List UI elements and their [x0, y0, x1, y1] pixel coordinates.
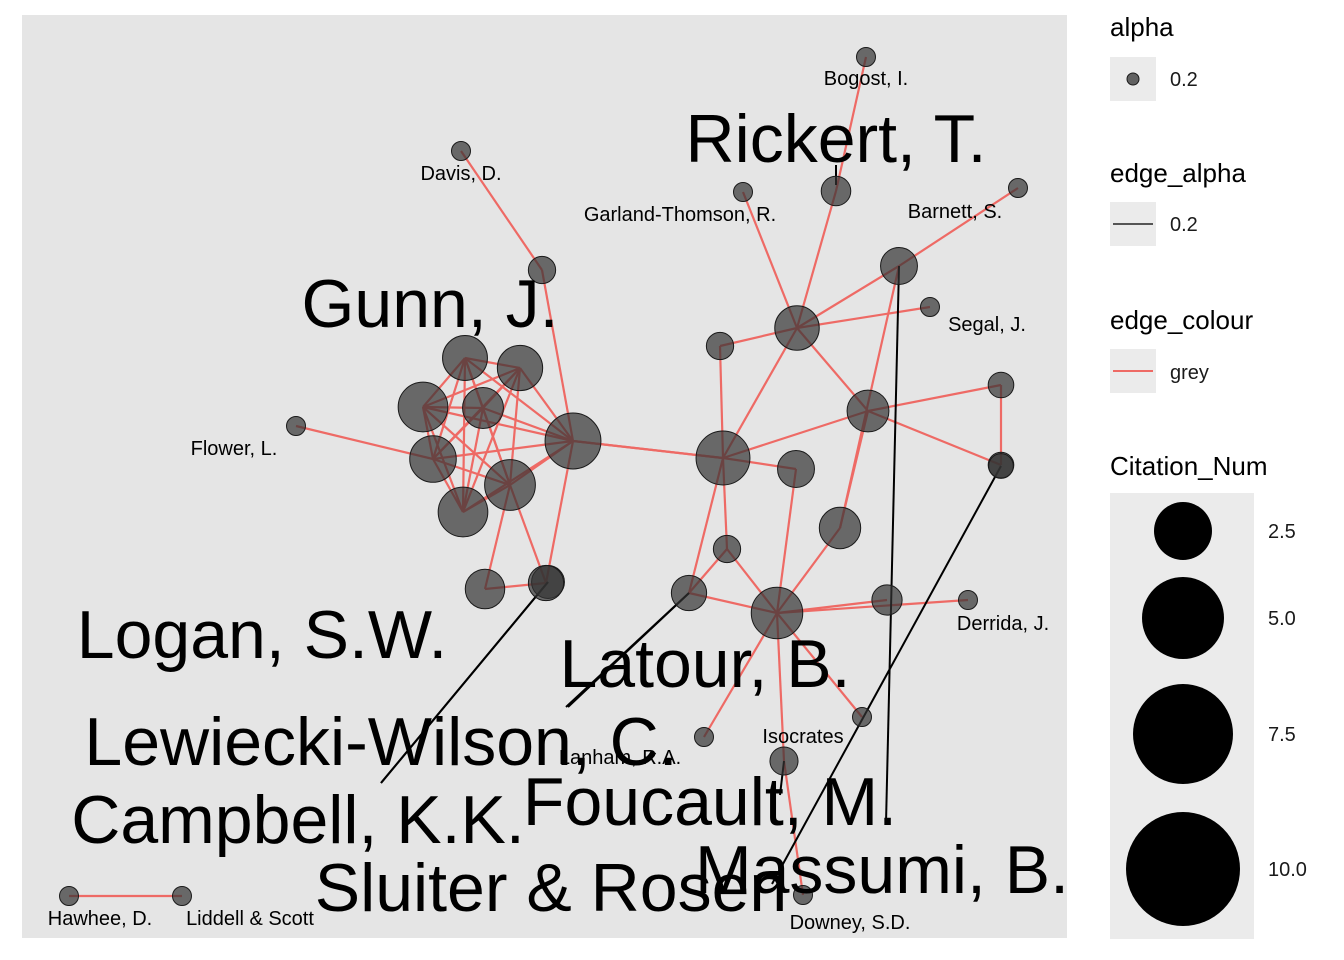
node-label-lanham: Lanham, R.A.	[559, 747, 681, 769]
node-r_small1	[705, 331, 735, 361]
node-davis	[451, 141, 471, 161]
edge-line	[782, 760, 805, 896]
legend-title-edge-alpha: edge_alpha	[1110, 158, 1246, 188]
node-garland	[733, 182, 753, 202]
node-label-layer: Bogost, I. Rickert, T. Garland-Thomson, R.…	[48, 68, 1069, 934]
node-r_mid	[777, 450, 815, 488]
node-lanham	[694, 727, 714, 747]
leader-line-lewiecki	[565, 592, 690, 708]
legend-size-label: 2.5	[1268, 521, 1296, 543]
node-g9	[464, 568, 506, 610]
edge-line	[741, 191, 799, 329]
edge-line	[776, 598, 969, 615]
node-liddell	[172, 886, 192, 906]
plot-panel	[22, 15, 1067, 938]
leader-line-campbell	[380, 581, 549, 784]
node-label-bogost: Bogost, I.	[824, 68, 909, 90]
node-latour	[712, 534, 742, 564]
legend-size-circle	[1142, 577, 1224, 659]
node-hawhee	[59, 886, 79, 906]
node-campbell	[527, 564, 565, 602]
node-label-derrida: Derrida, J.	[957, 613, 1049, 635]
node-label-segal: Segal, J.	[948, 314, 1026, 336]
leader-line-foucault	[885, 265, 900, 824]
legend-value-edge-colour: grey	[1170, 362, 1209, 384]
node-label-lewiecki: Lewiecki-Wilson, C.	[84, 704, 677, 780]
node-r_right_top	[846, 389, 890, 433]
node-g2	[496, 344, 544, 392]
legend-point-alpha	[1126, 72, 1140, 86]
node-rickert	[820, 175, 852, 207]
node-lewiecki	[670, 574, 708, 612]
node-label-gunn: Gunn, J.	[301, 266, 558, 342]
edge-line	[898, 187, 1019, 267]
node-label-campbell: Campbell, K.K.	[71, 782, 525, 858]
node-davis_hub	[527, 255, 557, 285]
node-segal	[920, 297, 940, 317]
legend-value-edge-alpha: 0.2	[1170, 214, 1198, 236]
node-g4	[462, 387, 504, 429]
node-isocrates	[852, 707, 872, 727]
node-r_right_low	[818, 506, 862, 550]
edge-line	[461, 367, 522, 513]
node-label-davis: Davis, D.	[420, 163, 501, 185]
node-flower	[286, 416, 306, 436]
node-gunn	[442, 335, 488, 381]
label-leader-layer	[380, 165, 1002, 885]
node-label-barnett: Barnett, S.	[908, 201, 1003, 223]
node-r_hub1	[774, 305, 820, 351]
node-r_far1	[987, 371, 1015, 399]
node-massumi	[988, 453, 1014, 479]
node-g8	[484, 459, 536, 511]
edge-line	[834, 56, 868, 192]
legend-title-alpha: alpha	[1110, 12, 1174, 42]
legend-size-circle	[1133, 684, 1233, 784]
node-label-isocrates: Isocrates	[762, 726, 843, 748]
node-barnett	[1008, 178, 1028, 198]
node-g5	[409, 435, 457, 483]
node-sluiter	[769, 746, 799, 776]
node-label-downey: Downey, S.D.	[790, 912, 911, 934]
legend-size-circle	[1154, 502, 1212, 560]
node-foucault	[871, 584, 903, 616]
node-label-hawhee: Hawhee, D.	[48, 908, 153, 930]
node-label-liddell: Liddell & Scott	[186, 908, 314, 930]
edge-line	[867, 383, 1002, 413]
legend-size-label: 10.0	[1268, 859, 1307, 881]
leader-line-massumi	[771, 465, 1002, 885]
node-label-logan: Logan, S.W.	[77, 597, 447, 673]
legend-size-circle	[1126, 812, 1240, 926]
node-r_center	[695, 430, 751, 486]
legend-title-edge-colour: edge_colour	[1110, 305, 1253, 335]
node-label-foucault: Foucault, M.	[523, 764, 897, 840]
node-derrida	[958, 590, 978, 610]
legend-title-citation-num: Citation_Num	[1110, 451, 1268, 481]
node-layer	[59, 47, 1028, 906]
legend-size-scale: 2.5 5.0 7.5 10.0	[1126, 502, 1307, 926]
edge-line	[461, 357, 467, 513]
edge-line	[795, 190, 838, 329]
node-label-massumi: Massumi, B.	[695, 832, 1069, 908]
edge-line	[540, 269, 575, 442]
node-downey	[793, 885, 813, 905]
node-label-latour: Latour, B.	[559, 626, 850, 702]
legend-size-label: 7.5	[1268, 724, 1296, 746]
node-label-flower: Flower, L.	[191, 438, 278, 460]
edge-line	[867, 409, 1002, 467]
node-g_big	[544, 412, 602, 470]
node-r_bottom	[750, 586, 804, 640]
node-label-rickert: Rickert, T.	[685, 101, 986, 177]
edge-line	[460, 150, 543, 271]
legend-size-label: 5.0	[1268, 608, 1296, 630]
node-label-sluiter: Sluiter & Rosen	[315, 850, 787, 926]
node-barnett_hub	[880, 247, 918, 285]
node-label-garland: Garland-Thomson, R.	[584, 204, 776, 226]
node-bogost	[856, 47, 876, 67]
node-g3	[397, 381, 449, 433]
node-g7	[437, 486, 489, 538]
legend-value-alpha: 0.2	[1170, 69, 1198, 91]
